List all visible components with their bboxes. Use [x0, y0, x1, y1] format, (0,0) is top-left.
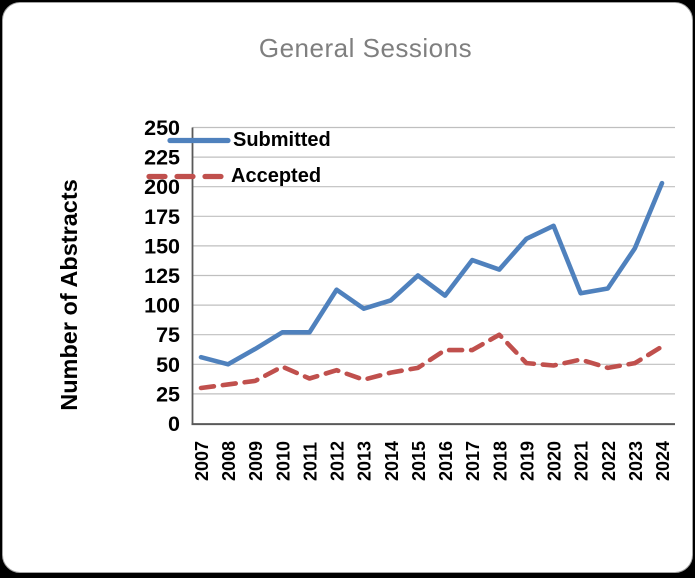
y-tick-label: 125 — [144, 264, 180, 288]
y-tick-labels: 0 25 50 75 100 125 150 175 200 225 250 — [144, 116, 180, 436]
y-tick-label: 25 — [156, 382, 180, 406]
legend-swatches — [146, 137, 231, 180]
x-tick-label: 2012 — [328, 441, 348, 481]
y-tick-label: 50 — [156, 353, 180, 377]
x-tick-label: 2019 — [517, 441, 537, 481]
x-tick-label: 2016 — [436, 441, 456, 481]
x-tick-label: 2013 — [355, 441, 375, 481]
x-tick-label: 2009 — [246, 441, 266, 481]
x-tick-label: 2018 — [490, 441, 510, 481]
x-tick-label: 2021 — [572, 441, 592, 481]
x-tick-label: 2020 — [545, 441, 565, 481]
x-tick-label: 2023 — [626, 441, 646, 481]
legend-label-accepted: Accepted — [231, 165, 322, 187]
series-line-submitted — [198, 180, 665, 367]
y-tick-label: 175 — [144, 205, 180, 229]
x-tick-label: 2014 — [382, 441, 402, 481]
y-tick-label: 225 — [144, 146, 180, 170]
x-tick-label: 2010 — [273, 441, 293, 481]
y-tick-label: 200 — [144, 175, 180, 199]
x-tick-label: 2008 — [219, 441, 239, 481]
x-tick-label: 2011 — [300, 442, 320, 481]
chart-title: General Sessions — [258, 33, 473, 63]
y-tick-label: 250 — [144, 116, 180, 140]
y-tick-label: 75 — [156, 323, 180, 347]
series-lines — [198, 180, 665, 391]
y-tick-label: 150 — [144, 234, 180, 258]
legend-label-submitted: Submitted — [233, 129, 331, 151]
y-tick-label: 100 — [144, 294, 180, 318]
y-tick-label: 0 — [168, 412, 180, 436]
x-tick-label: 2017 — [463, 441, 483, 481]
x-tick-label: 2007 — [192, 441, 212, 481]
y-axis-title: Number of Abstracts — [56, 179, 82, 411]
x-tick-label: 2015 — [409, 441, 429, 481]
x-tick-label: 2024 — [653, 441, 673, 481]
gridlines — [192, 126, 675, 395]
x-tick-labels: 2007 2008 2009 2010 2011 2012 2013 2014 2015 2016… — [192, 441, 673, 481]
series-line-accepted — [198, 332, 665, 391]
x-tick-label: 2022 — [599, 441, 619, 481]
